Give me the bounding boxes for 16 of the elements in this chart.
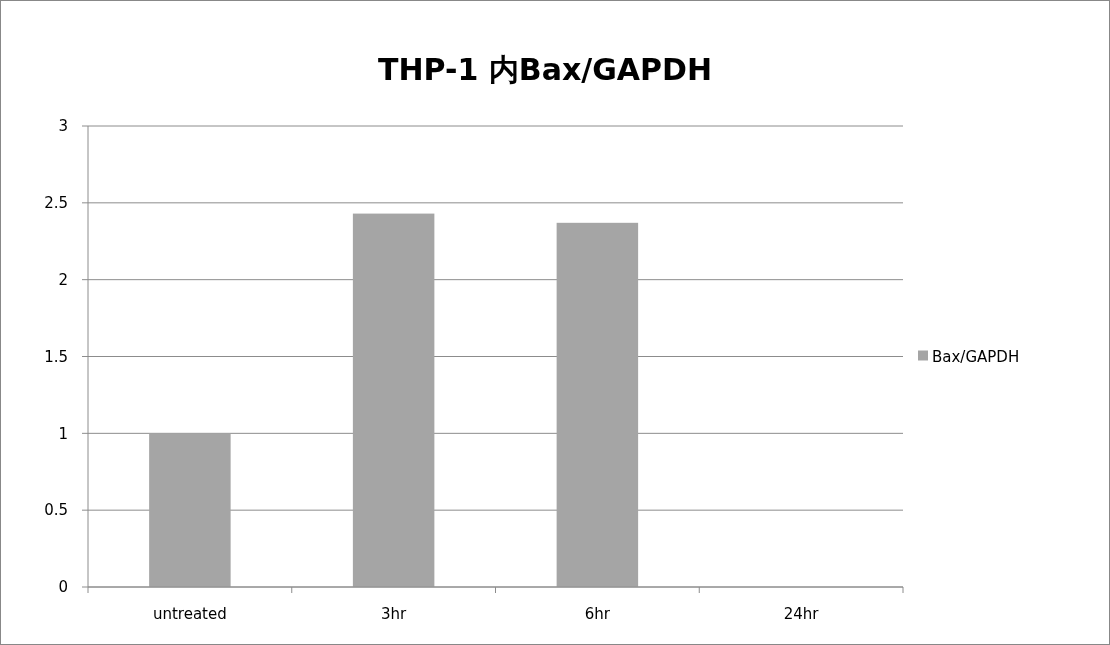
x-tick-label: 24hr <box>783 605 820 623</box>
x-tick-label: untreated <box>152 605 227 623</box>
y-tick-label: 0.5 <box>44 501 68 520</box>
y-tick-label: 1.5 <box>44 347 68 366</box>
chart-title: THP-1 内Bax/GAPDH <box>377 52 713 87</box>
bar <box>352 213 435 587</box>
bar <box>149 433 231 587</box>
y-tick-label: 1 <box>58 424 68 443</box>
legend-label: Bax/GAPDH <box>932 347 1020 366</box>
y-tick-label: 0 <box>58 578 68 597</box>
y-tick-label: 2.5 <box>44 194 68 213</box>
x-tick-label: 3hr <box>381 605 408 623</box>
x-tick-label: 6hr <box>584 605 611 623</box>
bar <box>556 222 639 587</box>
y-tick-label: 3 <box>58 117 68 136</box>
y-tick-label: 2 <box>58 270 68 289</box>
